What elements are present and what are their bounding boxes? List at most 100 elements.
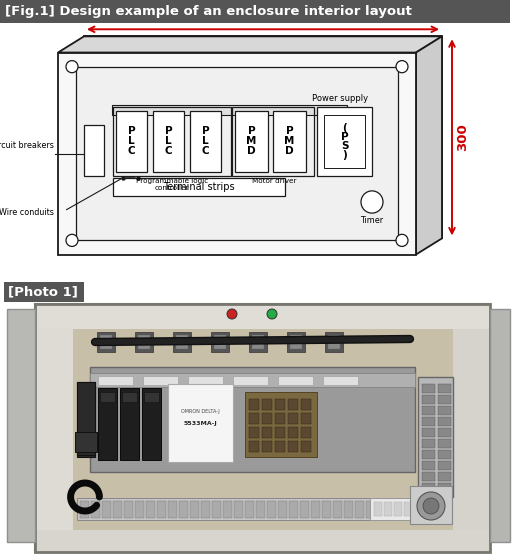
Bar [232, 107, 314, 176]
Bar [377, 501, 386, 518]
Bar [201, 501, 210, 518]
Bar [438, 395, 451, 404]
Bar [35, 304, 490, 552]
Text: Terminal strips: Terminal strips [163, 182, 235, 192]
Circle shape [423, 498, 439, 514]
Bar [112, 105, 347, 115]
Bar [249, 427, 259, 438]
Bar [235, 111, 268, 172]
Bar [77, 382, 95, 455]
Bar [323, 376, 358, 385]
Bar [190, 111, 221, 172]
Bar [90, 367, 415, 472]
Bar [301, 413, 311, 424]
Bar [176, 335, 188, 349]
Bar [168, 501, 177, 518]
Circle shape [66, 234, 78, 246]
Bar [113, 501, 122, 518]
Bar [453, 304, 490, 552]
Bar [438, 384, 451, 393]
Bar [422, 461, 435, 470]
Text: [Fig.1] Design example of an enclosure interior layout: [Fig.1] Design example of an enclosure i… [5, 5, 412, 18]
Bar [77, 382, 95, 457]
Bar [288, 413, 298, 424]
Circle shape [267, 309, 277, 319]
Bar [422, 472, 435, 481]
Bar [262, 399, 272, 410]
Bar [438, 461, 451, 470]
Bar [273, 111, 306, 172]
Bar [422, 450, 435, 459]
Bar [76, 67, 398, 240]
Bar [418, 377, 453, 497]
Bar [234, 501, 243, 518]
Bar [7, 309, 35, 542]
Bar [4, 282, 84, 302]
Bar [188, 376, 223, 385]
Bar [262, 441, 272, 452]
Bar [35, 304, 73, 552]
Bar [262, 427, 272, 438]
Bar [233, 376, 268, 385]
Bar [422, 428, 435, 437]
Bar [84, 125, 104, 176]
Bar [124, 501, 133, 518]
Bar [410, 486, 452, 524]
Bar [355, 501, 364, 518]
Bar [438, 450, 451, 459]
Bar [168, 384, 233, 462]
Text: Power supply: Power supply [312, 94, 368, 103]
Bar [287, 332, 305, 352]
Bar [91, 501, 100, 518]
Bar [275, 427, 285, 438]
Circle shape [227, 309, 237, 319]
Bar [135, 332, 153, 352]
Bar [262, 413, 272, 424]
Text: P
L
C: P L C [128, 127, 135, 156]
Circle shape [361, 191, 383, 213]
Bar [143, 376, 178, 385]
Circle shape [66, 60, 78, 73]
Bar [190, 501, 199, 518]
Bar [252, 335, 264, 349]
Bar [120, 388, 139, 460]
Bar [102, 501, 111, 518]
Bar [146, 501, 155, 518]
Bar [289, 501, 298, 518]
Bar [301, 427, 311, 438]
Bar [179, 501, 188, 518]
Bar [288, 441, 298, 452]
Bar [35, 304, 490, 329]
Bar [301, 441, 311, 452]
Bar [422, 406, 435, 415]
Bar [322, 501, 331, 518]
Bar [100, 335, 112, 349]
Bar [324, 115, 365, 167]
Bar [370, 498, 415, 520]
Circle shape [417, 492, 445, 520]
Bar [438, 406, 451, 415]
Bar [422, 483, 435, 492]
Bar [394, 502, 402, 516]
Bar [325, 332, 343, 352]
Text: Circuit breakers: Circuit breakers [0, 141, 54, 150]
Bar [249, 413, 259, 424]
Bar [214, 335, 226, 349]
Polygon shape [58, 36, 442, 53]
Text: P
L
C: P L C [164, 127, 172, 156]
Bar [290, 335, 302, 349]
Bar [58, 53, 416, 254]
Bar [144, 392, 159, 402]
Bar [98, 388, 117, 460]
Bar [80, 501, 89, 518]
Bar [422, 439, 435, 448]
Bar [35, 530, 490, 552]
Bar [100, 392, 115, 402]
Bar [404, 502, 412, 516]
Text: [Photo 1]: [Photo 1] [8, 286, 78, 298]
Bar [275, 413, 285, 424]
Bar [288, 427, 298, 438]
Text: P
L
C: P L C [202, 127, 209, 156]
Bar [275, 441, 285, 452]
Bar [116, 111, 147, 172]
